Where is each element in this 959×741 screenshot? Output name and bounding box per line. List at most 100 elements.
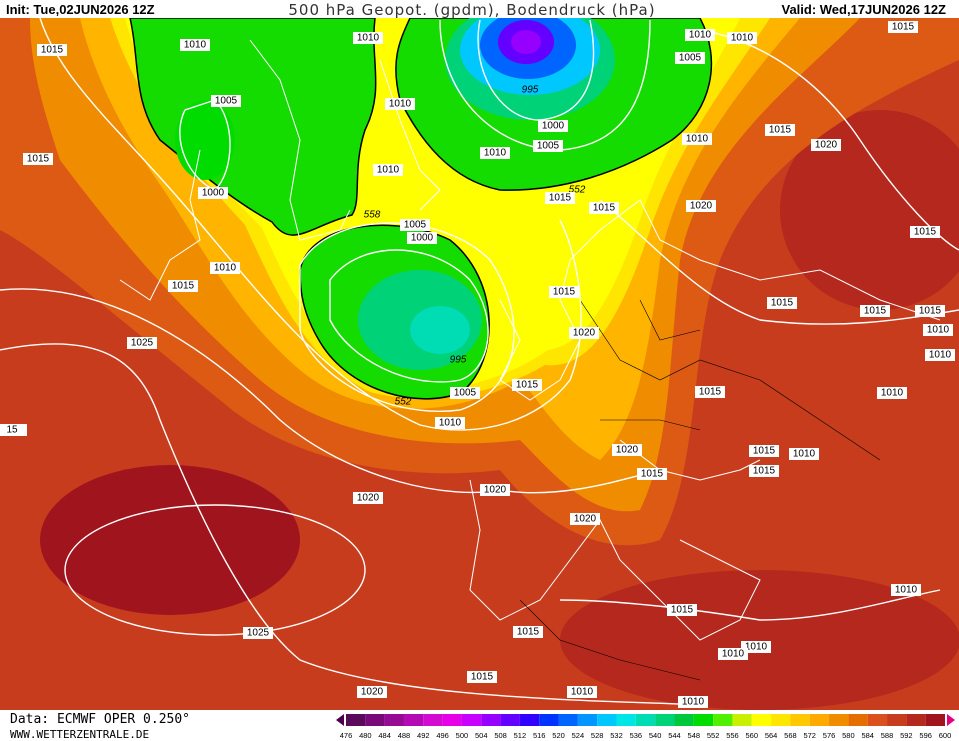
contour-label: 1015 xyxy=(892,22,915,33)
contour-label: 1005 xyxy=(215,96,238,107)
label-box xyxy=(538,120,568,132)
contour-label: 1000 xyxy=(542,121,565,132)
color-swatch xyxy=(500,714,520,726)
colorbar-label: 476 xyxy=(340,731,353,740)
label-box xyxy=(682,133,712,145)
contour-label: 1020 xyxy=(361,687,384,698)
color-swatch xyxy=(655,714,675,726)
contour-label: 1015 xyxy=(641,469,664,480)
colorbar-label: 548 xyxy=(688,731,701,740)
site: WWW.WETTERZENTRALE.DE xyxy=(10,728,149,741)
label-box xyxy=(570,513,600,525)
contour-label: 1000 xyxy=(411,233,434,244)
colorbar-label: 540 xyxy=(649,731,662,740)
isobar xyxy=(299,222,515,412)
contour-label: 1015 xyxy=(549,193,572,204)
color-swatch xyxy=(442,714,462,726)
label-box xyxy=(667,604,697,616)
contour-label: 1010 xyxy=(377,165,400,176)
label-box xyxy=(180,39,210,51)
label-box xyxy=(353,32,383,44)
label-box xyxy=(512,379,542,391)
contour-label: 1015 xyxy=(771,298,794,309)
label-box xyxy=(549,286,579,298)
contour-label: 1000 xyxy=(202,188,225,199)
contour-label: 1010 xyxy=(389,99,412,110)
colorbar-label: 592 xyxy=(900,731,913,740)
field xyxy=(129,18,377,236)
label-box xyxy=(860,305,890,317)
label-box xyxy=(407,232,437,244)
colorbar-label: 580 xyxy=(842,731,855,740)
color-swatch xyxy=(635,714,656,726)
contour-label: 552 xyxy=(395,397,412,408)
colorbar-label: 524 xyxy=(572,731,585,740)
colorbar-label: 520 xyxy=(552,731,565,740)
color-swatch xyxy=(751,714,772,726)
colorbar-label: 492 xyxy=(417,731,430,740)
label-box xyxy=(789,448,819,460)
contour-label: 1010 xyxy=(731,33,754,44)
contour-label: 1010 xyxy=(689,30,712,41)
colorbar-label: 516 xyxy=(533,731,546,740)
color-swatch xyxy=(732,714,752,726)
label-box xyxy=(637,468,667,480)
contour-label: 1020 xyxy=(815,140,838,151)
contour-label: 1025 xyxy=(247,628,270,639)
label-box xyxy=(168,280,198,292)
label-box xyxy=(923,324,953,336)
contour-label: 1015 xyxy=(41,45,64,56)
label-box xyxy=(910,226,940,238)
contour-label: 552 xyxy=(569,185,586,196)
contour-label: 1015 xyxy=(593,203,616,214)
contour-label: 1010 xyxy=(682,697,705,708)
label-box xyxy=(727,32,757,44)
isobar xyxy=(559,589,941,621)
contour-label: 1015 xyxy=(753,446,776,457)
contour-label: 558 xyxy=(364,210,381,221)
field xyxy=(511,30,541,54)
label-box xyxy=(741,641,771,653)
label-box xyxy=(467,671,497,683)
label-box xyxy=(811,139,841,151)
color-swatch xyxy=(887,714,907,726)
colorbar-label: 596 xyxy=(919,731,932,740)
contour-label: 1020 xyxy=(573,328,596,339)
contour-label: 1015 xyxy=(753,466,776,477)
data-source: Data: ECMWF OPER 0.250° xyxy=(10,712,190,727)
colorbar-label: 528 xyxy=(591,731,604,740)
color-swatch xyxy=(481,714,501,726)
contour-label: 1010 xyxy=(745,642,768,653)
label-box xyxy=(612,444,642,456)
label-box xyxy=(686,200,716,212)
label-box xyxy=(210,262,240,274)
label-box xyxy=(435,417,465,429)
label-box xyxy=(695,386,725,398)
contour-label: 1010 xyxy=(686,134,709,145)
label-box xyxy=(37,44,67,56)
label-box xyxy=(533,140,563,152)
contour-label: 1005 xyxy=(404,220,427,231)
colorbar-arrow xyxy=(947,714,955,726)
label-box xyxy=(767,297,797,309)
label-box xyxy=(925,349,955,361)
color-swatch xyxy=(384,714,404,726)
color-swatch xyxy=(365,714,385,726)
label-box xyxy=(888,21,918,33)
isobar xyxy=(64,504,366,636)
field xyxy=(780,110,959,310)
colorbar-label: 576 xyxy=(823,731,836,740)
contour-label: 1015 xyxy=(517,627,540,638)
label-box xyxy=(385,98,415,110)
color-swatch xyxy=(539,714,559,726)
contour-label: 1010 xyxy=(484,148,507,159)
label-box xyxy=(480,147,510,159)
color-swatch xyxy=(674,714,694,726)
colorbar-label: 564 xyxy=(765,731,778,740)
contour-label: 15 xyxy=(6,425,18,436)
contour-label: 1015 xyxy=(516,380,539,391)
label-box xyxy=(765,124,795,136)
contour-label: 1010 xyxy=(881,388,904,399)
colorbar: 476 480 484 488 492 496 500 504 508 512 516 520 524 5… xyxy=(340,714,951,740)
